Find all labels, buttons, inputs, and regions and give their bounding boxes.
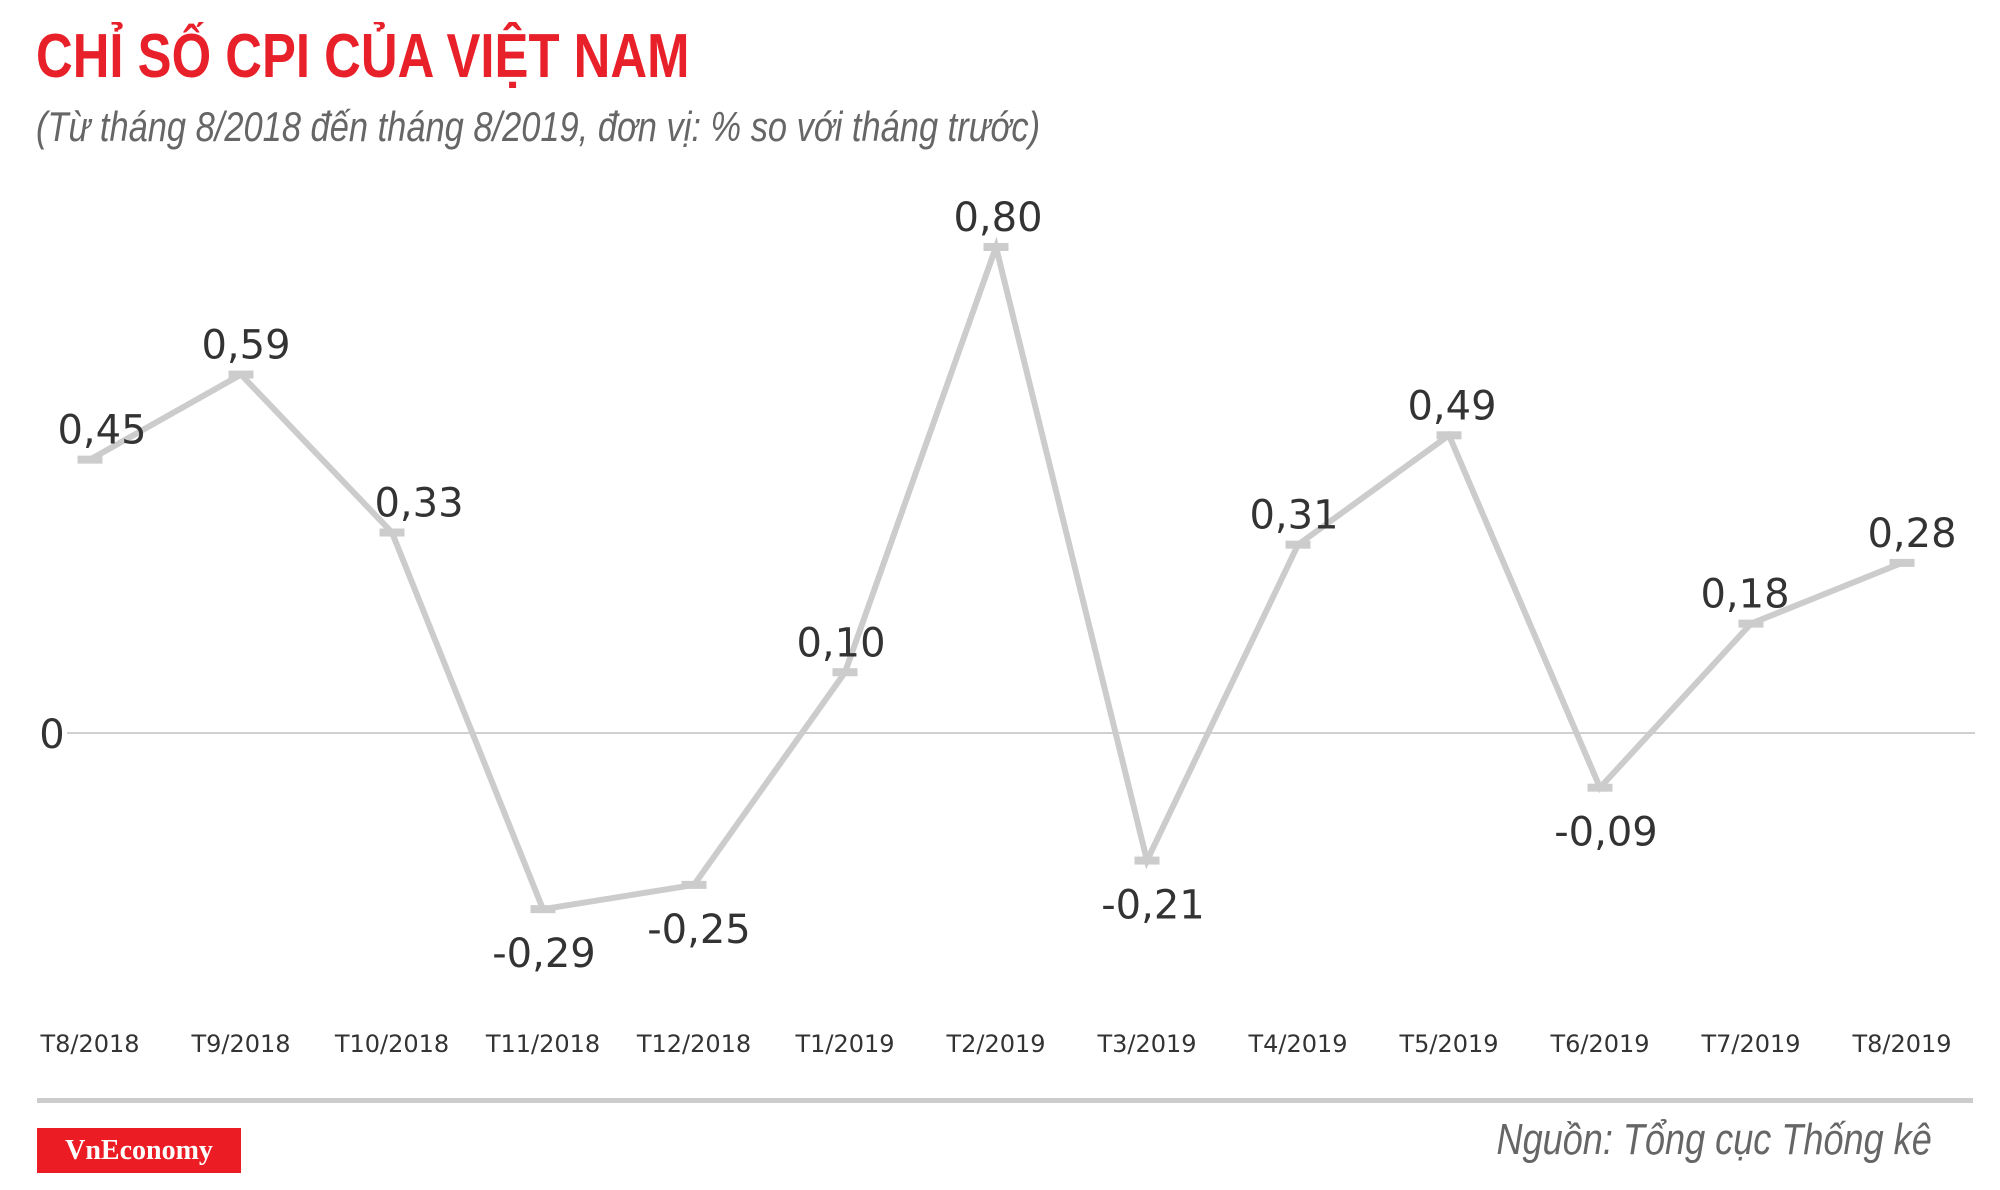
x-axis-label: T12/2018 [636,1030,751,1058]
data-marker [1889,558,1915,567]
data-value-label: -0,09 [1554,810,1658,856]
data-value-labels: 0,45 0,59 0,33 -0,29 -0,25 0,10 0,80 -0,21 0,31 0… [57,195,1956,977]
y-tick-zero: 0 [39,712,64,758]
data-value-label: -0,25 [647,907,751,953]
chart-title: CHỈ SỐ CPI CỦA VIỆT NAM [36,22,690,91]
data-value-label: 0,59 [201,323,290,369]
data-marker [1587,783,1613,792]
data-marker [1285,540,1311,549]
data-marker [1134,856,1160,865]
data-value-label: 0,49 [1407,383,1496,429]
line-chart: 0 0,45 0,59 0,33 -0,29 -0,25 0,10 0,80 -0,21 0,3… [39,195,1975,1058]
data-marker [228,370,254,379]
x-axis-label: T5/2019 [1398,1030,1498,1058]
data-marker [1738,619,1764,628]
data-value-label: 0,31 [1249,493,1338,539]
data-marker [1436,431,1462,440]
data-marker [379,528,405,537]
source-note: Nguồn: Tổng cục Thống kê [1496,1115,1932,1164]
data-marker [530,905,556,914]
x-axis-label: T8/2019 [1851,1030,1951,1058]
data-value-label: 0,28 [1867,511,1956,557]
x-axis-label: T6/2019 [1549,1030,1649,1058]
x-axis-label: T4/2019 [1247,1030,1347,1058]
data-value-label: 0,18 [1700,572,1789,618]
data-value-label: 0,45 [57,408,146,454]
x-axis-label: T10/2018 [334,1030,449,1058]
x-axis-labels: T8/2018 T9/2018 T10/2018 T11/2018 T12/2018 T1… [39,1030,1951,1058]
data-marker [77,455,103,464]
data-value-label: 0,33 [374,481,463,527]
data-marker [983,243,1009,251]
x-axis-label: T1/2019 [794,1030,894,1058]
x-axis-label: T11/2018 [485,1030,600,1058]
data-markers [77,243,1915,914]
data-marker [681,880,707,889]
chart-subtitle: (Từ tháng 8/2018 đến tháng 8/2019, đơn v… [36,103,1041,150]
data-value-label: 0,80 [953,195,1042,241]
data-marker [832,668,858,677]
data-value-label: -0,29 [492,931,596,977]
x-axis-label: T3/2019 [1096,1030,1196,1058]
vneconomy-logo: VnEconomy [37,1128,241,1173]
data-value-label: -0,21 [1101,883,1205,929]
footer-divider [37,1098,1973,1103]
x-axis-label: T9/2018 [190,1030,290,1058]
x-axis-label: T8/2018 [39,1030,139,1058]
x-axis-label: T7/2019 [1700,1030,1800,1058]
x-axis-label: T2/2019 [945,1030,1045,1058]
data-value-label: 0,10 [796,620,885,666]
